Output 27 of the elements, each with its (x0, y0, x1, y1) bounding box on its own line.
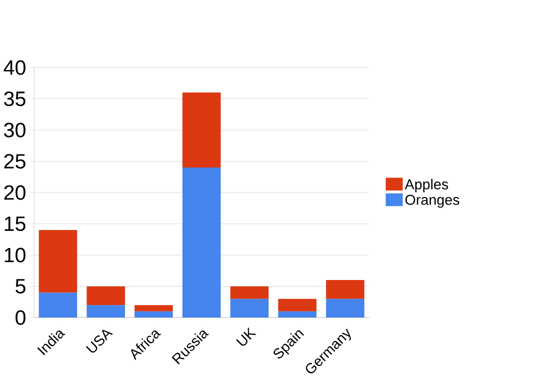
bar (134, 311, 173, 318)
bar (230, 286, 269, 299)
legend-label: Apples (404, 178, 448, 192)
bar (86, 305, 125, 318)
bar (182, 168, 221, 318)
y-tick-label: 40 (4, 60, 26, 75)
y-tick-label: 10 (4, 248, 26, 262)
bar (326, 298, 364, 318)
y-tick-label: 5 (16, 279, 26, 294)
y-tick-label: 35 (4, 92, 26, 106)
bar (278, 298, 316, 312)
bar (326, 280, 364, 299)
y-tick-label: 30 (4, 122, 26, 138)
y-tick-label: 20 (4, 185, 26, 200)
bar (38, 292, 78, 318)
y-tick-label: 0 (16, 310, 26, 325)
x-tick-label: UK (236, 327, 256, 346)
bar (134, 305, 173, 312)
bar (182, 92, 221, 168)
y-tick-label: 15 (4, 216, 26, 232)
y-tick-label: 25 (4, 154, 26, 169)
bar (278, 311, 316, 318)
bar (230, 298, 269, 318)
x-tick-label: USA (86, 330, 113, 353)
legend-label: Oranges (405, 194, 460, 208)
bar (86, 286, 125, 306)
bar (38, 230, 78, 293)
